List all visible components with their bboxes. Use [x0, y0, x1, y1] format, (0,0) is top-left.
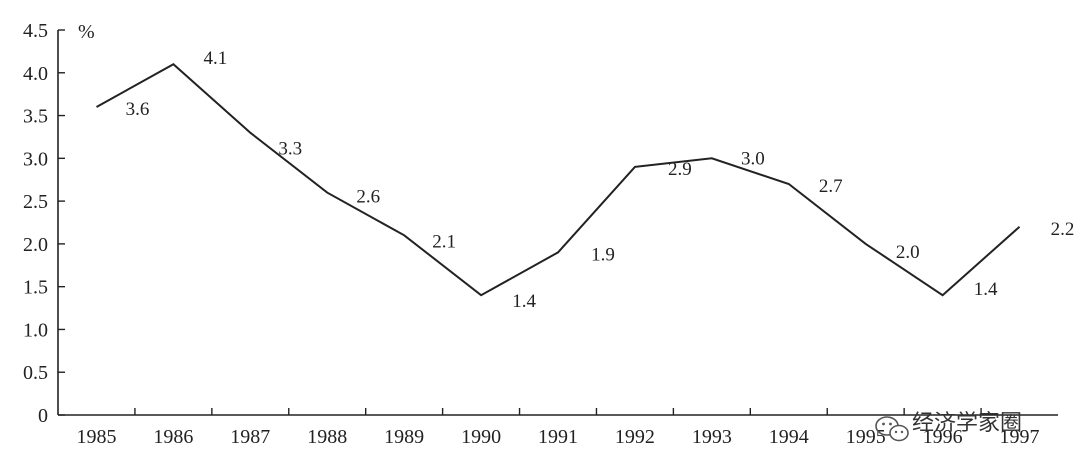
y-tick-label: 0.5	[23, 362, 48, 384]
watermark-text: 经济学家圈	[912, 411, 1022, 436]
data-label: 2.6	[356, 187, 380, 208]
x-tick-label: 1996	[923, 426, 963, 448]
y-tick-label: 2.0	[23, 234, 48, 256]
y-tick-label: 4.0	[23, 63, 48, 85]
y-tick-label: 0	[38, 405, 48, 427]
watermark: 经济学家圈	[875, 411, 1022, 442]
data-label: 3.0	[741, 148, 765, 169]
y-axis-ticks: 0 0.5 1.0 1.5 2.0 2.5 3.0 3.5 4.0 4.5	[23, 20, 65, 427]
x-tick-label: 1990	[461, 426, 501, 448]
y-tick-label: 2.5	[23, 191, 48, 213]
x-tick-label: 1986	[153, 426, 193, 448]
y-axis-unit-label: %	[78, 21, 95, 43]
x-tick-label: 1992	[615, 426, 655, 448]
x-tick-label: 1985	[76, 426, 116, 448]
x-axis-ticks: 1985 1986 1987 1988 1989 1990 1991 1992 1993 1994…	[76, 408, 1040, 448]
x-tick-label: 1994	[769, 426, 809, 448]
y-tick-label: 4.5	[23, 20, 48, 42]
x-tick-label: 1987	[230, 426, 270, 448]
data-label: 2.9	[668, 159, 692, 180]
y-tick-label: 3.0	[23, 148, 48, 170]
x-tick-label: 1997	[1000, 426, 1040, 448]
x-tick-label: 1993	[692, 426, 732, 448]
x-tick-label: 1995	[846, 426, 886, 448]
data-label: 3.6	[126, 99, 150, 120]
data-label: 1.4	[512, 291, 536, 312]
data-label: 1.4	[974, 279, 998, 300]
data-label: 3.3	[278, 139, 302, 160]
x-tick-label: 1988	[307, 426, 347, 448]
data-label: 1.9	[591, 244, 615, 265]
wechat-icon	[875, 416, 909, 442]
series-line	[96, 62, 1021, 297]
data-label: 4.1	[204, 48, 228, 69]
y-tick-label: 1.5	[23, 277, 48, 299]
chart-axes	[57, 30, 1058, 416]
x-tick-label: 1989	[384, 426, 424, 448]
y-tick-label: 1.0	[23, 319, 48, 341]
data-labels: 3.6 4.1 3.3 2.6 2.1 1.4 1.9 2.9 3.0 2.7 2.0 1.4 2.2	[126, 48, 1075, 312]
y-tick-label: 3.5	[23, 106, 48, 128]
data-label: 2.2	[1051, 219, 1075, 240]
data-label: 2.1	[432, 231, 456, 252]
series-line-path	[96, 62, 1021, 297]
data-label: 2.7	[819, 176, 843, 197]
x-tick-label: 1991	[538, 426, 578, 448]
data-label: 2.0	[896, 242, 920, 263]
